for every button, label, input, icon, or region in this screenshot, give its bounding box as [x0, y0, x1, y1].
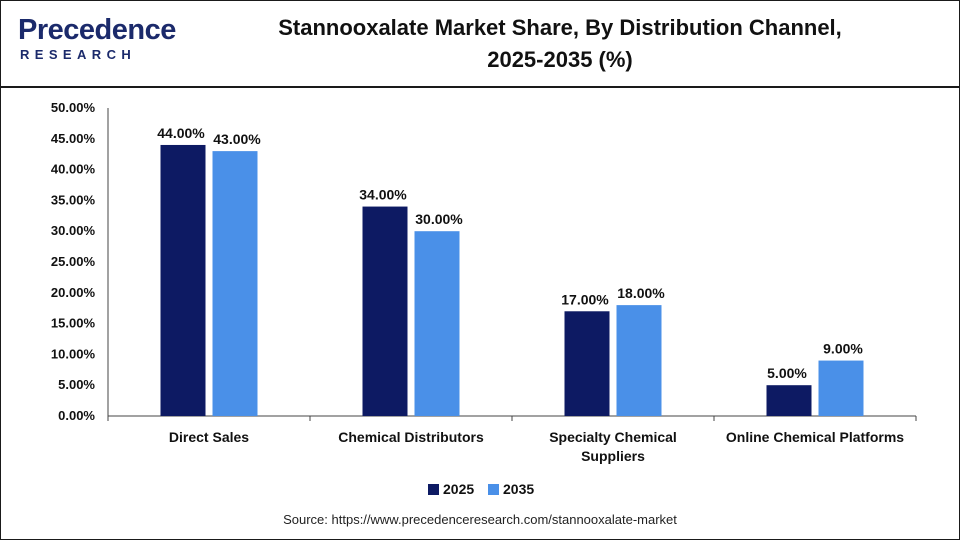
y-tick-label: 20.00% [51, 285, 96, 300]
y-tick-label: 50.00% [51, 100, 96, 115]
precedence-research-logo: Precedence RESEARCH [18, 14, 176, 74]
bar-2025 [160, 144, 206, 416]
y-tick-label: 30.00% [51, 223, 96, 238]
header: Precedence RESEARCH Stannooxalate Market… [0, 0, 960, 88]
y-tick-label: 40.00% [51, 162, 96, 177]
bar-2025 [766, 385, 812, 416]
x-category-label: Chemical Distributors [338, 429, 484, 445]
data-label: 44.00% [157, 125, 205, 141]
data-label: 5.00% [767, 365, 807, 381]
y-tick-label: 5.00% [58, 377, 95, 392]
source-note: Source: https://www.precedenceresearch.c… [283, 512, 677, 527]
bar-2035 [212, 151, 258, 416]
data-label: 34.00% [359, 187, 407, 203]
bar-chart: 0.00% 5.00% 10.00% 15.00% 20.00% 25.00% 30.00%… [51, 100, 917, 497]
x-category-label: Specialty Chemical [549, 429, 677, 445]
data-label: 9.00% [823, 341, 863, 357]
bar-2025 [564, 311, 610, 416]
bar-2025 [362, 206, 408, 416]
y-tick-label: 35.00% [51, 192, 96, 207]
chart-title-line2: 2025-2035 (%) [487, 47, 633, 72]
legend-swatch-2035 [488, 484, 499, 495]
legend-label-2025: 2025 [443, 481, 474, 497]
legend-swatch-2025 [428, 484, 439, 495]
chart-title-line1: Stannooxalate Market Share, By Distribut… [278, 15, 842, 40]
data-label: 43.00% [213, 131, 261, 147]
legend-label-2035: 2035 [503, 481, 534, 497]
bar-2035 [414, 231, 460, 416]
x-category-label: Suppliers [581, 448, 645, 464]
logo-subtitle: RESEARCH [20, 47, 137, 62]
data-label: 18.00% [617, 285, 665, 301]
chart-title: Stannooxalate Market Share, By Distribut… [180, 12, 940, 76]
data-label: 30.00% [415, 211, 463, 227]
bar-2035 [818, 360, 864, 416]
data-label: 17.00% [561, 291, 609, 307]
x-category-label: Direct Sales [169, 429, 249, 445]
y-tick-label: 45.00% [51, 131, 96, 146]
y-tick-label: 10.00% [51, 346, 96, 361]
y-tick-label: 25.00% [51, 254, 96, 269]
bar-2035 [616, 305, 662, 416]
y-tick-label: 0.00% [58, 408, 95, 423]
y-tick-label: 15.00% [51, 316, 96, 331]
logo-wordmark: Precedence [18, 14, 176, 46]
x-category-label: Online Chemical Platforms [726, 429, 904, 445]
